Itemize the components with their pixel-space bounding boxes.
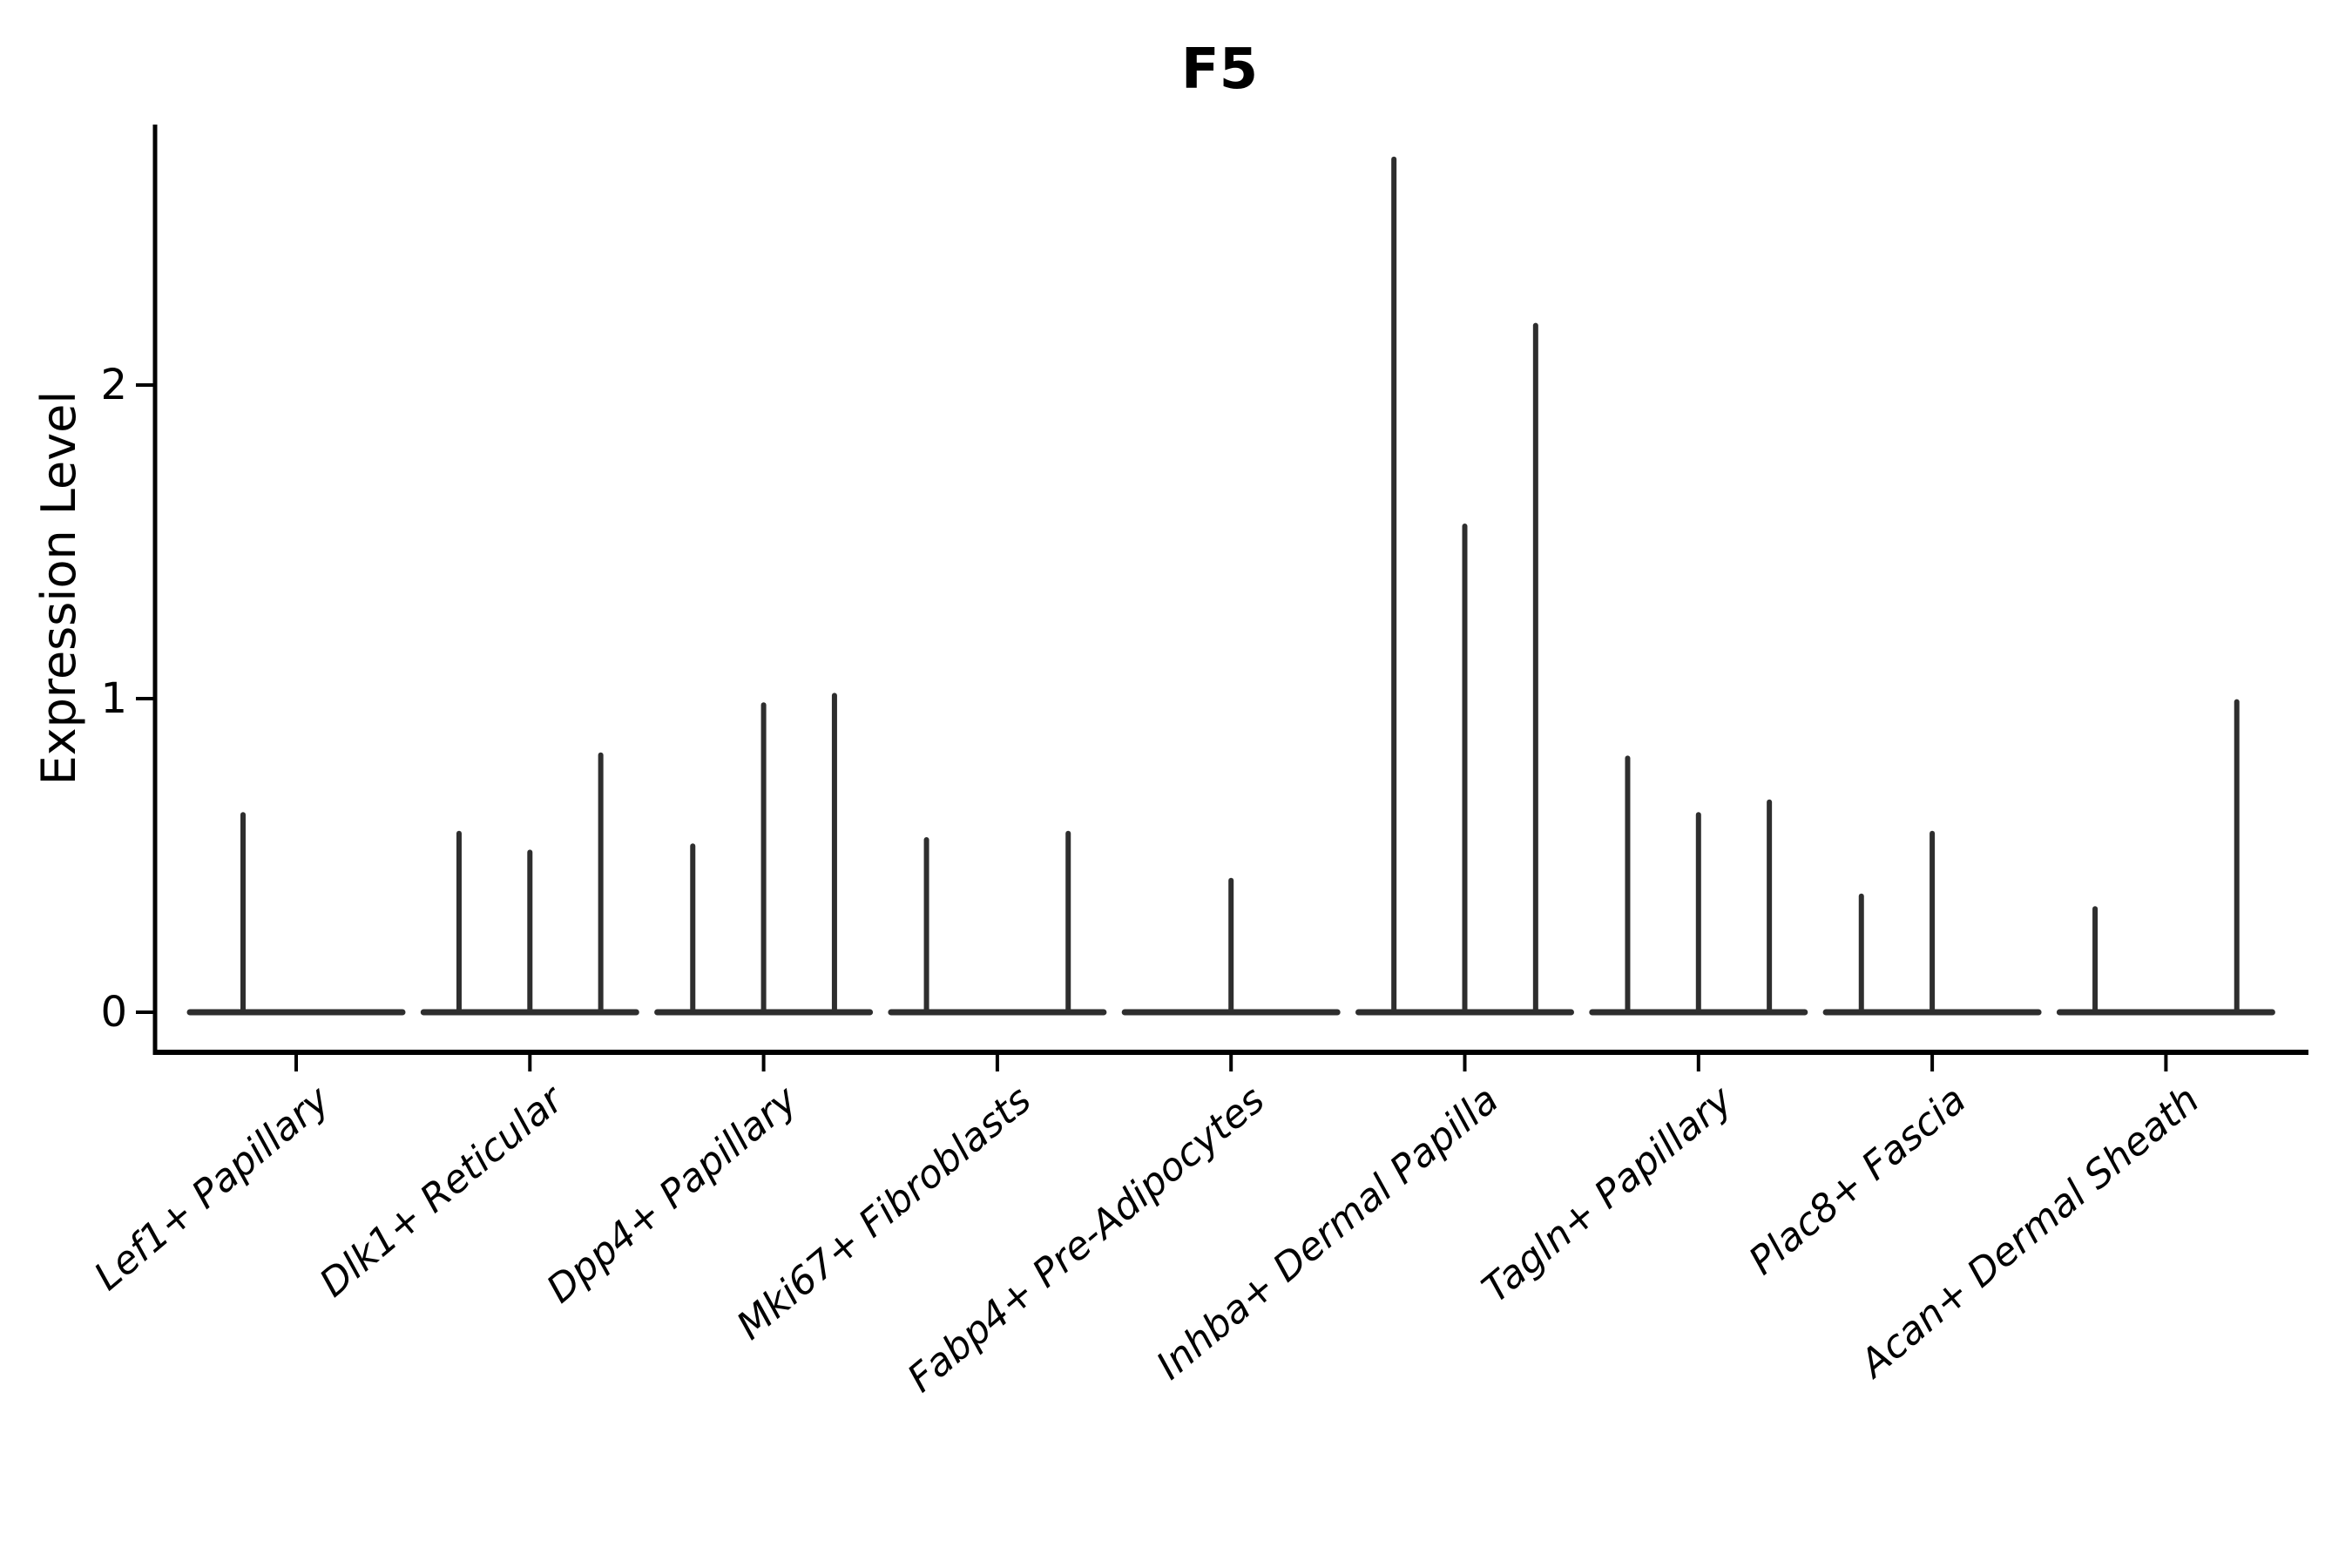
plot-title: F5 xyxy=(1180,37,1259,102)
y-tick-label: 2 xyxy=(100,361,127,409)
y-tick-label: 0 xyxy=(100,988,127,1037)
y-tick-label: 1 xyxy=(100,674,127,723)
